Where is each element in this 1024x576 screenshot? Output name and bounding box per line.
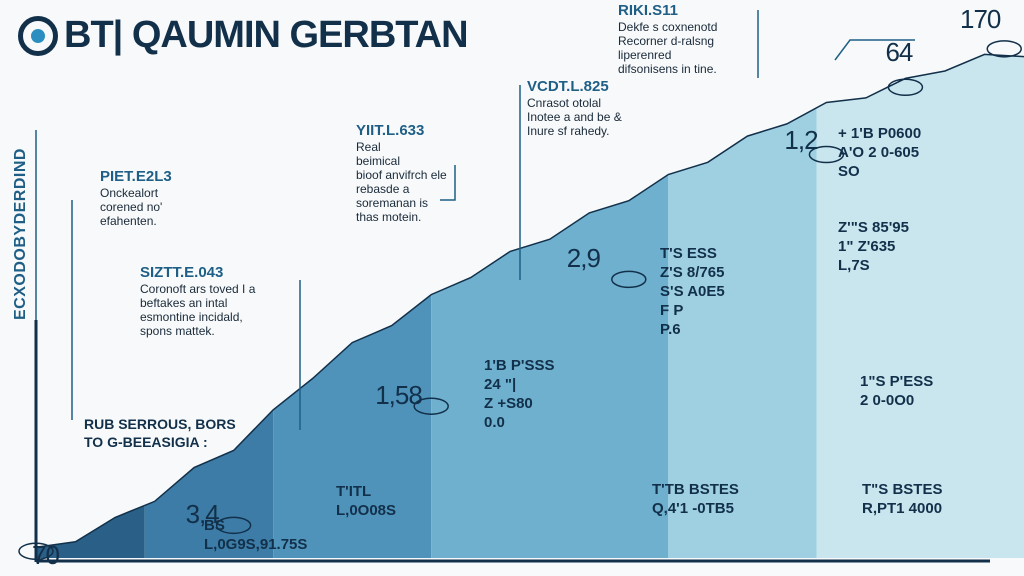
annotation-note: SIZTT.E.043 Coronoft ars toved I a beftak… bbox=[140, 264, 256, 338]
milestone-marker bbox=[887, 78, 924, 96]
x-axis-label: RUB SERROUS, BORS TO G-BEEASIGIA : bbox=[84, 415, 236, 451]
logo: BT| QAUMIN GERBTAN bbox=[18, 14, 469, 57]
x-axis-label-line2: TO G-BEEASIGIA : bbox=[84, 434, 208, 450]
series-line bbox=[35, 53, 1024, 558]
milestone-label: 3,4 bbox=[185, 499, 220, 530]
annotation-note: YIIT.L.633 Real beimical bioof anvifrch e… bbox=[356, 122, 447, 224]
milestone-label: 170 bbox=[960, 4, 1001, 34]
annotation-note: PIET.E2L3 Onckealort corened no' efahente… bbox=[100, 168, 172, 228]
y-axis-label: ECXODOBYDERDIND bbox=[12, 148, 29, 320]
page-title: BT| QAUMIN GERBTAN bbox=[64, 14, 469, 56]
annotation-text: Dekfe s coxnenotd Recorner d-ralsng lipe… bbox=[618, 20, 718, 76]
milestone-marker bbox=[808, 145, 845, 164]
milestone-marker bbox=[215, 516, 252, 535]
annotation-heading: RIKI.S11 bbox=[618, 2, 679, 19]
milestone-label: 2,9 bbox=[566, 243, 601, 274]
data-cell: T'ITL L,0O08S bbox=[336, 483, 397, 519]
data-cell: T"S BSTES R,PT1 4000 bbox=[862, 481, 943, 517]
data-cell: BS L,0G9S,91.75S bbox=[204, 517, 308, 553]
milestone-marker bbox=[18, 542, 54, 561]
annotation-arrow bbox=[440, 165, 456, 201]
data-cell: 1'B P'SSS 24 "| Z +S80 0.0 bbox=[484, 357, 555, 431]
annotation-heading: VCDT.L.825 bbox=[527, 78, 609, 95]
x-axis-label-line1: RUB SERROUS, BORS bbox=[84, 416, 236, 432]
annotation-text: Coronoft ars toved I a beftakes an intal… bbox=[140, 282, 256, 338]
annotation-heading: SIZTT.E.043 bbox=[140, 264, 224, 281]
area-band bbox=[36, 54, 145, 559]
logo-icon bbox=[18, 15, 58, 56]
annotation-arrow bbox=[834, 39, 915, 61]
annotation-heading: PIET.E2L3 bbox=[100, 168, 172, 185]
area-band bbox=[816, 54, 1024, 559]
data-cell: T'S ESS Z'S 8/765 S'S A0E5 F P P.6 bbox=[660, 245, 725, 338]
annotation-text: Real beimical bioof anvifrch ele rebasde… bbox=[356, 140, 447, 224]
data-cell: T'TB BSTES Q,4'1 -0TB5 bbox=[652, 481, 739, 517]
milestone-label: 1,58 bbox=[375, 380, 423, 411]
milestone-marker bbox=[413, 397, 449, 415]
milestone-marker bbox=[611, 270, 647, 289]
annotation-text: Cnrasot otolal Inotee a and be & Inure s… bbox=[527, 96, 622, 138]
milestone-label: 1,2 bbox=[784, 124, 818, 155]
annotation-heading: YIIT.L.633 bbox=[356, 122, 425, 139]
annotation-note: RIKI.S11 Dekfe s coxnenotd Recorner d-ral… bbox=[618, 2, 718, 76]
data-cell: 1"S P'ESS 2 0-0O0 bbox=[860, 373, 934, 409]
annotation-note: VCDT.L.825 Cnrasot otolal Inotee a and be… bbox=[527, 78, 622, 138]
milestone-label: 64 bbox=[885, 37, 913, 68]
data-cell: + 1'B P0600 A'O 2 0-605 SO bbox=[838, 125, 922, 180]
milestone-label: 70 bbox=[32, 540, 60, 570]
annotation-text: Onckealort corened no' efahenten. bbox=[100, 186, 163, 228]
milestone-marker bbox=[986, 40, 1022, 58]
data-cell: Z'"S 85'95 1" Z'635 L,7S bbox=[838, 219, 909, 274]
